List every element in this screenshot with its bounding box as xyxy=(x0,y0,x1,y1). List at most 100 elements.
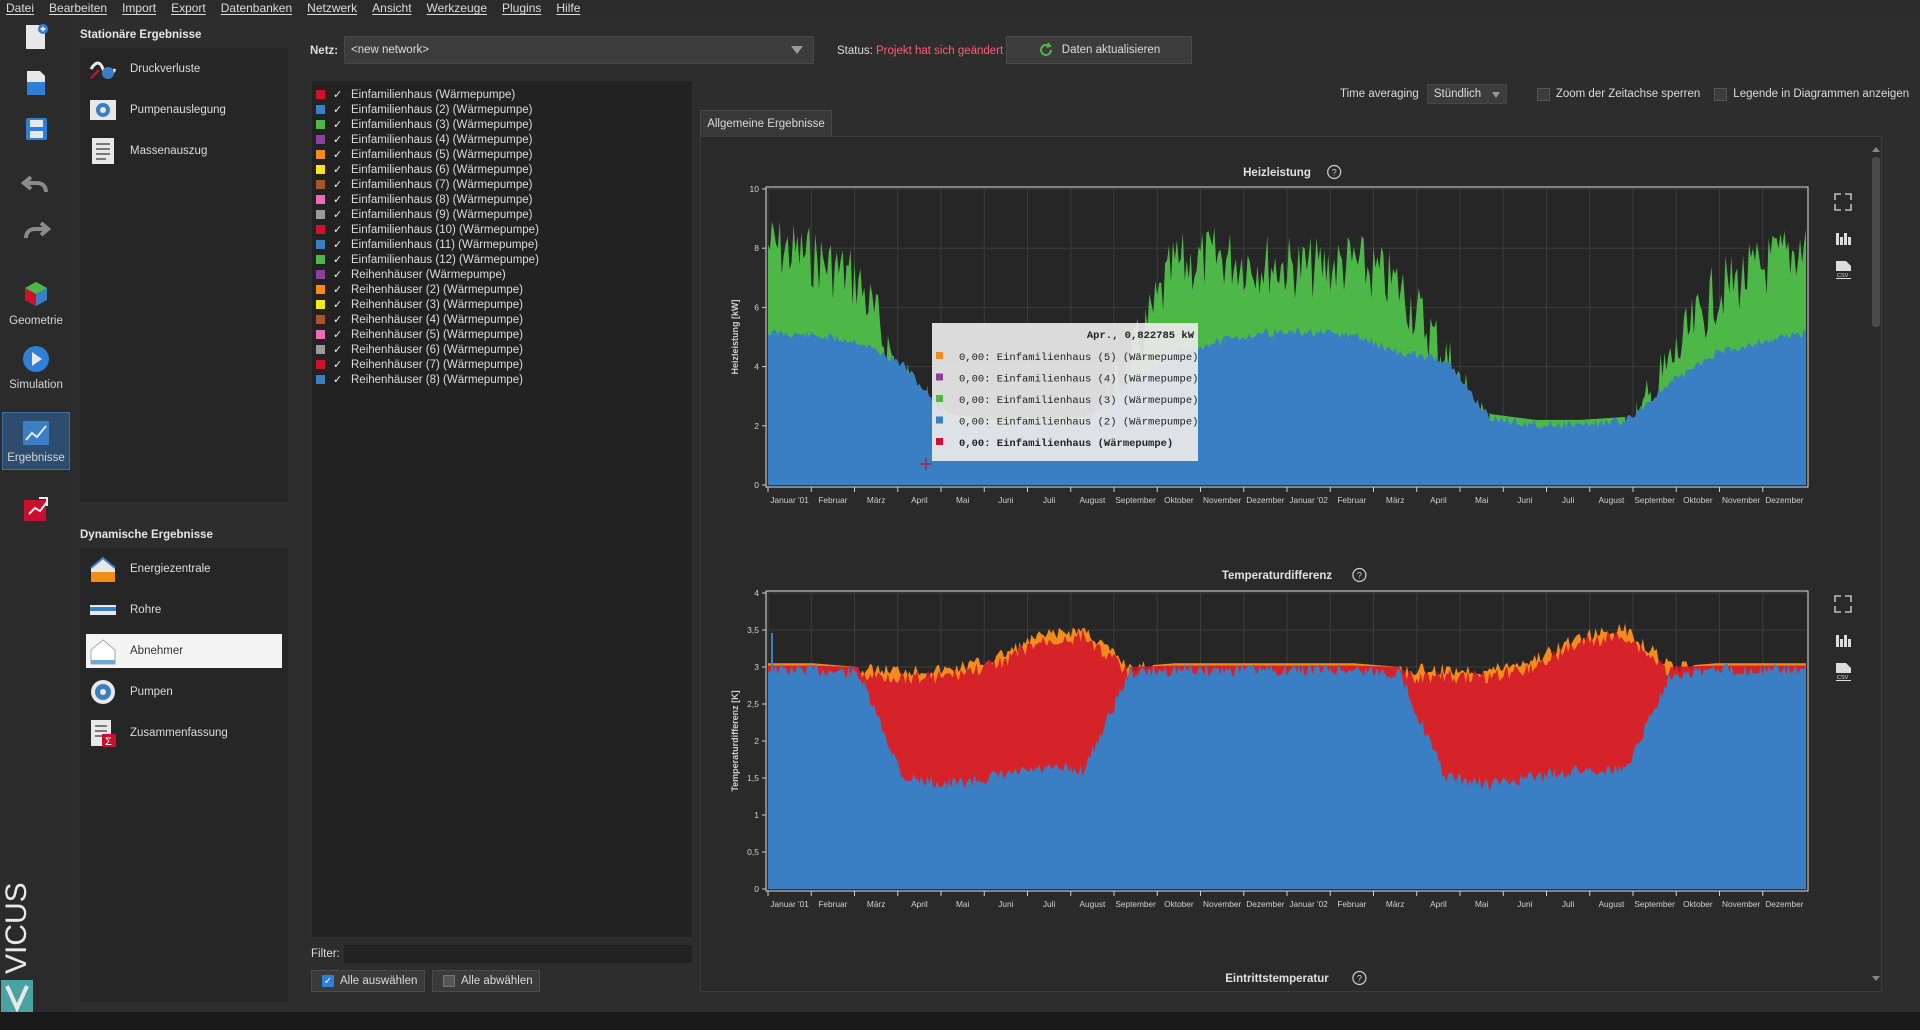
menu-item[interactable]: Werkzeuge xyxy=(426,1,488,15)
checkmark-icon[interactable]: ✓ xyxy=(333,149,343,161)
show-legend-checkbox[interactable] xyxy=(1714,87,1728,101)
help-icon[interactable] xyxy=(1352,567,1367,583)
new-project-button[interactable] xyxy=(2,20,70,54)
checkmark-icon[interactable]: ✓ xyxy=(333,224,343,236)
tooltip-entry: 0,00: Einfamilienhaus (Wärmepumpe) xyxy=(959,438,1173,450)
checkmark-icon[interactable]: ✓ xyxy=(333,104,343,116)
help-icon[interactable] xyxy=(1327,164,1342,180)
tab-general-results[interactable]: Allgemeine Ergebnisse xyxy=(700,110,832,136)
tree-item[interactable]: ✓ Einfamilienhaus (Wärmepumpe) xyxy=(316,87,515,102)
menu-item[interactable]: Export xyxy=(171,1,206,15)
left-toolbar: Geometrie Simulation Ergebnisse xyxy=(0,16,72,1012)
help-icon[interactable] xyxy=(1352,970,1367,986)
open-project-button[interactable] xyxy=(2,66,70,100)
refresh-data-button[interactable]: Daten aktualisieren xyxy=(1006,36,1192,64)
nav-item-pumps[interactable]: Pumpen xyxy=(86,675,282,709)
scroll-thumb[interactable] xyxy=(1872,157,1880,327)
x-tick-label: Dezember xyxy=(1246,495,1285,505)
color-swatch xyxy=(316,165,325,174)
tree-item[interactable]: ✓ Einfamilienhaus (9) (Wärmepumpe) xyxy=(316,207,533,222)
tree-item[interactable]: ✓ Einfamilienhaus (11) (Wärmepumpe) xyxy=(316,237,538,252)
charts-scrollbar[interactable] xyxy=(1870,143,1882,985)
x-tick-label: Oktober xyxy=(1683,899,1713,909)
checkbox-checked-icon: ✓ xyxy=(322,975,334,987)
nav-item-pipes[interactable]: Rohre xyxy=(86,593,282,627)
tree-item[interactable]: ✓ Einfamilienhaus (5) (Wärmepumpe) xyxy=(316,147,533,162)
menu-item[interactable]: Netzwerk xyxy=(307,1,358,15)
x-tick-label: November xyxy=(1203,899,1242,909)
checkmark-icon[interactable]: ✓ xyxy=(333,299,343,311)
tree-item[interactable]: ✓ Einfamilienhaus (10) (Wärmepumpe) xyxy=(316,222,539,237)
checkmark-icon[interactable]: ✓ xyxy=(333,359,343,371)
tree-item-label: Einfamilienhaus (11) (Wärmepumpe) xyxy=(351,238,539,251)
select-all-label: Alle auswählen xyxy=(340,975,418,987)
checkmark-icon[interactable]: ✓ xyxy=(333,209,343,221)
lock-zoom-checkbox[interactable] xyxy=(1536,87,1550,101)
consumer-tree: ✓ Einfamilienhaus (Wärmepumpe) ✓ Einfamilie… xyxy=(311,80,693,938)
save-project-button[interactable] xyxy=(2,112,70,146)
x-tick-label: Januar '01 xyxy=(770,495,809,505)
checkmark-icon[interactable]: ✓ xyxy=(333,329,343,341)
tree-item[interactable]: ✓ Einfamilienhaus (2) (Wärmepumpe) xyxy=(316,102,533,117)
tree-item[interactable]: ✓ Einfamilienhaus (4) (Wärmepumpe) xyxy=(316,132,533,147)
checkmark-icon[interactable]: ✓ xyxy=(333,269,343,281)
nav-item-energy-center[interactable]: Energiezentrale xyxy=(86,552,282,586)
nav-item-quantity-takeoff[interactable]: Massenauszug xyxy=(86,134,282,168)
checkmark-icon[interactable]: ✓ xyxy=(333,119,343,131)
x-tick-label: November xyxy=(1203,495,1242,505)
menu-item[interactable]: Datei xyxy=(6,1,35,15)
nav-item-pressure-loss[interactable]: Druckverluste xyxy=(86,52,282,86)
tree-item[interactable]: ✓ Reihenhäuser (8) (Wärmepumpe) xyxy=(316,372,523,387)
checkmark-icon[interactable]: ✓ xyxy=(333,374,343,386)
simulation-button[interactable]: Simulation xyxy=(2,338,70,396)
menu-item[interactable]: Ansicht xyxy=(372,1,412,15)
time-averaging-select[interactable]: Stündlich xyxy=(1426,84,1507,104)
tree-item[interactable]: ✓ Reihenhäuser (3) (Wärmepumpe) xyxy=(316,297,523,312)
y-tick-label: 2,5 xyxy=(747,699,759,709)
tree-item[interactable]: ✓ Einfamilienhaus (7) (Wärmepumpe) xyxy=(316,177,533,192)
tree-item[interactable]: ✓ Reihenhäuser (7) (Wärmepumpe) xyxy=(316,357,523,372)
tree-item[interactable]: ✓ Einfamilienhaus (3) (Wärmepumpe) xyxy=(316,117,533,132)
checkmark-icon[interactable]: ✓ xyxy=(333,89,343,101)
nav-label: Pumpen xyxy=(130,686,173,698)
filter-input[interactable] xyxy=(343,944,693,964)
tree-item[interactable]: ✓ Reihenhäuser (4) (Wärmepumpe) xyxy=(316,312,523,327)
tree-item[interactable]: ✓ Einfamilienhaus (8) (Wärmepumpe) xyxy=(316,192,533,207)
checkmark-icon[interactable]: ✓ xyxy=(333,179,343,191)
menu-item[interactable]: Bearbeiten xyxy=(49,1,108,15)
results-button[interactable]: Ergebnisse xyxy=(2,412,70,470)
checkmark-icon[interactable]: ✓ xyxy=(333,164,343,176)
checkmark-icon[interactable]: ✓ xyxy=(333,254,343,266)
nav-item-summary[interactable]: Σ Zusammenfassung xyxy=(86,716,282,750)
checkmark-icon[interactable]: ✓ xyxy=(333,284,343,296)
menu-item[interactable]: Datenbanken xyxy=(220,1,293,15)
geometry-button[interactable]: Geometrie xyxy=(2,274,70,332)
tooltip-swatch xyxy=(936,416,943,424)
bar-chart-icon xyxy=(1840,639,1843,647)
select-all-button[interactable]: ✓ Alle auswählen xyxy=(311,970,425,992)
nav-item-pump-design[interactable]: Pumpenauslegung xyxy=(86,93,282,127)
scroll-down-icon xyxy=(1872,976,1880,981)
tree-item[interactable]: ✓ Einfamilienhaus (6) (Wärmepumpe) xyxy=(316,162,533,177)
checkmark-icon[interactable]: ✓ xyxy=(333,194,343,206)
tree-item[interactable]: ✓ Reihenhäuser (6) (Wärmepumpe) xyxy=(316,342,523,357)
redo-button[interactable] xyxy=(2,216,70,246)
checkmark-icon[interactable]: ✓ xyxy=(333,134,343,146)
tree-item[interactable]: ✓ Reihenhäuser (5) (Wärmepumpe) xyxy=(316,327,523,342)
deselect-all-button[interactable]: Alle abwählen xyxy=(432,970,540,992)
scroll-up-icon xyxy=(1872,147,1880,152)
x-tick-label: Dezember xyxy=(1765,899,1804,909)
checkmark-icon[interactable]: ✓ xyxy=(333,314,343,326)
menu-item[interactable]: Import xyxy=(122,1,157,15)
menu-item[interactable]: Hilfe xyxy=(556,1,581,15)
network-select[interactable]: <new network> xyxy=(344,36,814,64)
checkmark-icon[interactable]: ✓ xyxy=(333,344,343,356)
tree-item[interactable]: ✓ Reihenhäuser (Wärmepumpe) xyxy=(316,267,506,282)
nav-item-consumers[interactable]: Abnehmer xyxy=(86,634,282,668)
checkmark-icon[interactable]: ✓ xyxy=(333,239,343,251)
export-results-button[interactable] xyxy=(2,492,70,526)
undo-button[interactable] xyxy=(2,170,70,200)
tree-item[interactable]: ✓ Einfamilienhaus (12) (Wärmepumpe) xyxy=(316,252,539,267)
menu-item[interactable]: Plugins xyxy=(502,1,542,15)
tree-item[interactable]: ✓ Reihenhäuser (2) (Wärmepumpe) xyxy=(316,282,523,297)
